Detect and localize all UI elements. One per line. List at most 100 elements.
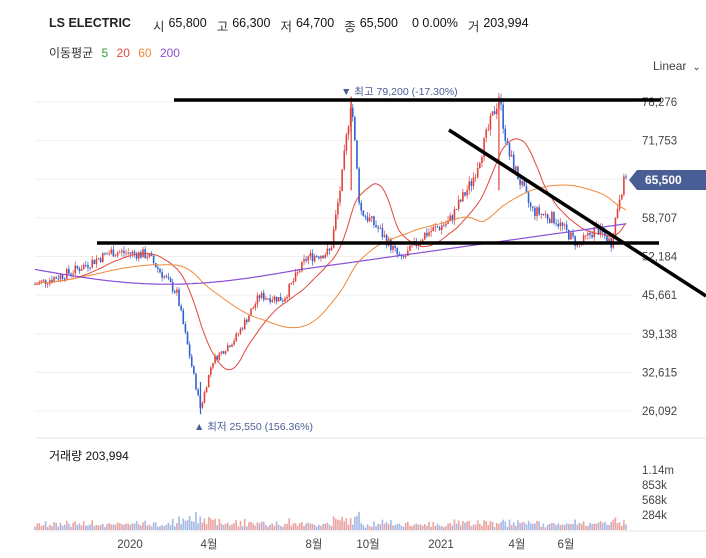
- scale-selector[interactable]: Linear ⌄: [653, 59, 701, 73]
- candle-body: [407, 250, 409, 256]
- candle-body: [273, 296, 276, 301]
- volume-bar: [140, 525, 142, 530]
- volume-bar: [421, 525, 424, 530]
- candle-body: [210, 367, 212, 375]
- volume-bar: [332, 516, 335, 530]
- volume-bar: [493, 526, 496, 530]
- volume-bar: [273, 525, 276, 530]
- candle-body: [114, 255, 117, 257]
- volume-bar: [375, 526, 377, 530]
- volume-bar: [91, 520, 93, 530]
- volume-bar: [623, 520, 625, 530]
- candle-body: [491, 111, 494, 116]
- candle-body: [445, 223, 447, 226]
- volume-bar: [269, 524, 271, 530]
- volume-bar: [290, 525, 293, 530]
- candle-body: [523, 180, 526, 187]
- volume-bar: [455, 523, 458, 530]
- volume-bar: [347, 524, 350, 530]
- candle-body: [440, 225, 443, 230]
- volume-bar: [580, 523, 583, 530]
- volume-bar: [190, 521, 193, 530]
- volume-bar: [531, 523, 534, 530]
- candle-body: [426, 232, 428, 236]
- candle-body: [551, 212, 553, 223]
- volume-bar: [250, 521, 252, 530]
- candle-body: [248, 315, 250, 322]
- volume-bar: [125, 523, 127, 530]
- volume-bar: [339, 520, 341, 530]
- volume-bar: [207, 516, 210, 530]
- volume-bar: [57, 526, 60, 530]
- candle-body: [118, 252, 121, 253]
- high-label: 고: [216, 20, 229, 34]
- volume-bar: [298, 523, 301, 530]
- volume-bar: [85, 525, 87, 530]
- candle-body: [476, 167, 479, 178]
- moving-average-legend[interactable]: 이동평균 5 20 60 200: [49, 44, 185, 61]
- candle-body: [271, 300, 274, 303]
- candle-body: [224, 351, 227, 354]
- candle-body: [190, 356, 193, 367]
- volume-bar: [254, 525, 257, 530]
- volume-bar: [82, 521, 85, 530]
- candle-body: [284, 298, 286, 302]
- y-tick-label: 32,615: [642, 367, 677, 379]
- candle-body: [174, 291, 176, 293]
- volume-bar: [63, 524, 66, 530]
- candle-body: [432, 227, 435, 232]
- volume-bar: [432, 522, 435, 530]
- ma-60: 60: [138, 46, 152, 60]
- volume-bar: [180, 524, 182, 530]
- volume-title: 거래량 203,994: [49, 449, 129, 463]
- volume-bar: [445, 526, 447, 530]
- candle-body: [623, 176, 625, 195]
- candle-body: [500, 99, 502, 105]
- volume-bar: [144, 520, 146, 530]
- volume-bar: [239, 520, 242, 530]
- candle-body: [544, 214, 547, 216]
- volume-bar: [296, 525, 299, 530]
- volume-bar: [38, 523, 41, 530]
- volume-bar: [61, 525, 64, 530]
- candle-body: [51, 280, 53, 282]
- volume-bar: [487, 525, 490, 530]
- volume-bar: [587, 525, 589, 530]
- candle-body: [53, 277, 55, 282]
- volume-bar: [398, 523, 401, 530]
- volume-bar: [97, 525, 100, 530]
- volume-bar: [159, 526, 161, 530]
- y-tick-label: 39,138: [642, 329, 677, 341]
- candle-body: [470, 181, 473, 186]
- candle-body: [396, 247, 399, 255]
- candle-body: [237, 333, 240, 335]
- candle-body: [235, 333, 238, 341]
- volume-bar: [129, 524, 132, 530]
- volume-bar: [182, 518, 185, 530]
- volume-bar: [165, 524, 168, 530]
- candle-body: [334, 214, 337, 230]
- candle-body: [78, 268, 81, 271]
- candle-body: [485, 129, 487, 138]
- volume-bar: [604, 521, 606, 530]
- volume-bar: [542, 523, 545, 530]
- volume-bar: [322, 524, 324, 530]
- candle-body: [65, 268, 68, 279]
- candle-body: [220, 351, 223, 354]
- volume-bar: [36, 523, 38, 530]
- volume-bar: [601, 522, 604, 530]
- volume-bar: [538, 521, 540, 530]
- volume-bar: [262, 521, 265, 530]
- volume-bar: [510, 525, 513, 530]
- candle-body: [313, 255, 316, 262]
- candle-body: [292, 281, 295, 283]
- volume-bar: [271, 523, 274, 530]
- volume-bar: [114, 524, 117, 530]
- volume-bar: [53, 522, 55, 530]
- candle-body: [589, 233, 591, 235]
- candle-body: [40, 280, 43, 282]
- candle-body: [131, 251, 134, 254]
- volume-bar: [561, 524, 564, 530]
- candle-body: [451, 215, 454, 221]
